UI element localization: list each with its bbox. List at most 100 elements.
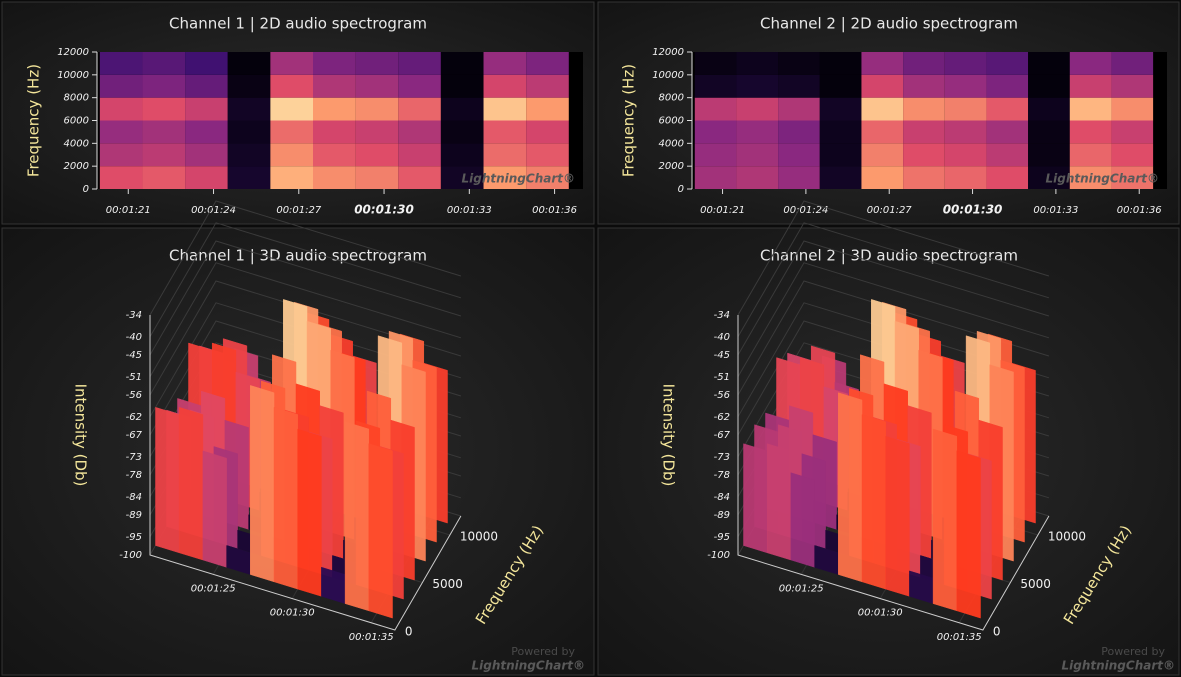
heat-cell — [736, 143, 778, 166]
heat-cell — [185, 75, 228, 98]
heat-cell — [270, 143, 313, 166]
heat-cell — [903, 166, 945, 189]
x-tick-label: 00:01:21 — [106, 205, 151, 216]
y-tick-label: 6000 — [64, 116, 89, 127]
heat-cell — [1070, 75, 1112, 98]
z-tick-label: -45 — [126, 350, 142, 361]
y-axis-label: Frequency (Hz) — [25, 64, 43, 177]
heat-cell — [1028, 143, 1070, 166]
heat-cell — [1111, 75, 1153, 98]
heat-cell — [398, 75, 441, 98]
heat-cell — [313, 52, 356, 75]
heat-cell — [142, 75, 185, 98]
z-tick-label: -84 — [714, 492, 730, 503]
x-tick-label: 00:01:27 — [867, 205, 913, 216]
heat-cell — [736, 98, 778, 121]
heat-cell — [526, 143, 569, 166]
z-tick-label: -100 — [707, 550, 730, 561]
surface-column — [767, 444, 791, 560]
heat-cell — [986, 166, 1028, 189]
x-tick-label: 00:01:36 — [532, 205, 577, 216]
heat-cell — [441, 143, 484, 166]
surface-column — [933, 429, 957, 611]
heat-cell — [820, 121, 862, 144]
z-axis-label: Intensity (Db) — [660, 384, 678, 487]
x-tick-label: 00:01:21 — [700, 205, 745, 216]
z-tick-label: -73 — [126, 452, 142, 463]
z-tick-label: -51 — [126, 372, 142, 383]
heat-cell — [526, 98, 569, 121]
heat-cell — [100, 52, 143, 75]
heat-cell — [903, 52, 945, 75]
heat-cell — [1070, 52, 1112, 75]
y-tick-label: 10000 — [460, 530, 498, 544]
surface-column — [838, 393, 862, 582]
y-tick-label: 12000 — [57, 47, 89, 58]
surface-column — [886, 436, 910, 596]
credit: Powered by — [511, 645, 575, 658]
heat-cell — [356, 52, 399, 75]
heat-cell — [736, 166, 778, 189]
heat-cell — [861, 121, 903, 144]
z-tick-label: -40 — [714, 332, 730, 343]
x-tick-label: 00:01:30 — [354, 203, 414, 217]
z-tick-label: -40 — [126, 332, 142, 343]
heat-cell — [820, 166, 862, 189]
heat-cell — [695, 121, 737, 144]
heat-cell — [778, 98, 820, 121]
surface-column — [744, 444, 768, 553]
z-tick-label: -56 — [126, 390, 142, 401]
surface-column — [274, 407, 298, 589]
heat-cell — [861, 166, 903, 189]
z-tick-label: -67 — [126, 430, 143, 441]
z-tick-label: -89 — [714, 510, 730, 521]
z-tick-label: -100 — [119, 550, 142, 561]
surface-column — [298, 429, 322, 596]
surface-column — [345, 422, 369, 611]
heat-cell — [142, 98, 185, 121]
heat-cell — [185, 166, 228, 189]
heat-cell — [484, 143, 527, 166]
heat-cell — [1028, 52, 1070, 75]
heat-cell — [270, 52, 313, 75]
z-tick-label: -56 — [714, 390, 730, 401]
heat-cell — [270, 75, 313, 98]
heat-cell — [484, 75, 527, 98]
y-tick-label: 2000 — [659, 161, 684, 172]
heat-cell — [526, 75, 569, 98]
heat-cell — [356, 121, 399, 144]
heat-cell — [903, 143, 945, 166]
heat-cell — [778, 121, 820, 144]
y-tick-label: 4000 — [659, 138, 684, 149]
heat-cell — [100, 143, 143, 166]
z-tick-label: -67 — [714, 430, 731, 441]
heat-cell — [356, 143, 399, 166]
heat-cell — [441, 75, 484, 98]
heat-cell — [441, 52, 484, 75]
z-tick-label: -62 — [126, 412, 142, 423]
heat-cell — [1111, 143, 1153, 166]
heat-cell — [142, 52, 185, 75]
surface-column — [203, 451, 227, 567]
heat-cell — [356, 98, 399, 121]
heat-cell — [1028, 121, 1070, 144]
heat-cell — [986, 75, 1028, 98]
heat-cell — [228, 75, 271, 98]
heat-cell — [903, 98, 945, 121]
y-tick-label: 8000 — [64, 93, 89, 104]
z-tick-label: -34 — [714, 310, 730, 321]
x-tick-label: 00:01:25 — [191, 583, 236, 594]
heat-cell — [820, 143, 862, 166]
heat-cell — [778, 166, 820, 189]
x-tick-label: 00:01:30 — [943, 203, 1003, 217]
heat-cell — [945, 98, 987, 121]
heat-cell — [398, 166, 441, 189]
z-tick-label: -62 — [714, 412, 730, 423]
y-tick-label: 2000 — [64, 161, 89, 172]
heat-cell — [820, 52, 862, 75]
heat-cell — [861, 75, 903, 98]
z-tick-label: -34 — [126, 310, 142, 321]
heat-cell — [695, 98, 737, 121]
x-tick-label: 00:01:27 — [276, 205, 322, 216]
heat-cell — [945, 143, 987, 166]
